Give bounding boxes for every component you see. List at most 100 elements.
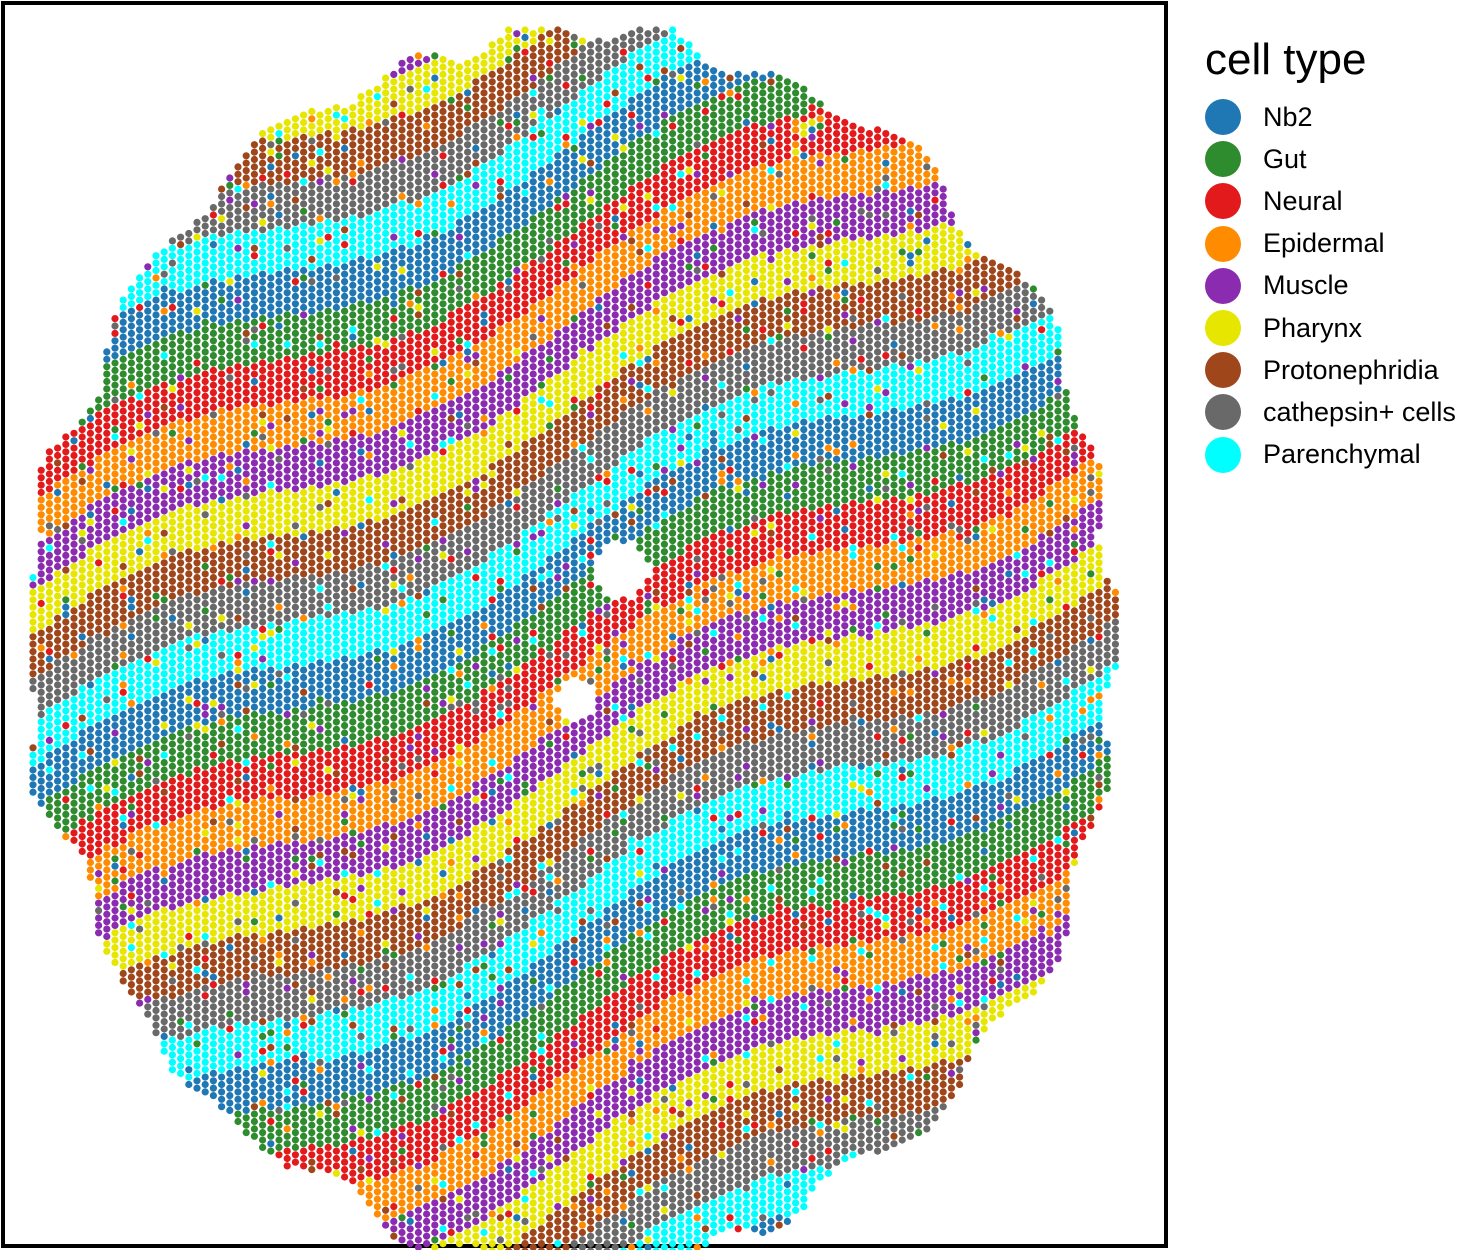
spot-point [275, 144, 283, 152]
spot-point [267, 222, 275, 230]
spot-point [152, 533, 160, 541]
spot-point [119, 681, 127, 689]
spot-point [226, 914, 234, 922]
spot-point [201, 503, 209, 511]
spot-point [234, 770, 242, 778]
spot-point [365, 940, 373, 948]
spot-point [349, 703, 357, 711]
spot-point [54, 755, 62, 763]
spot-point [275, 233, 283, 241]
spot-point [226, 958, 234, 967]
spot-point [242, 352, 250, 360]
spot-point [242, 537, 250, 545]
spot-point [242, 270, 250, 278]
spot-point [341, 692, 349, 700]
spot-point [275, 581, 283, 589]
spot-point [193, 855, 201, 863]
spot-point [373, 300, 381, 308]
spot-point [341, 1055, 349, 1063]
spot-point [308, 315, 316, 323]
spot-point [127, 433, 135, 441]
spot-point [234, 562, 242, 571]
spot-point [349, 585, 357, 593]
spot-point [234, 1058, 242, 1066]
spot-point [390, 337, 398, 345]
spot-point [78, 714, 86, 722]
spot-point [168, 622, 176, 630]
spot-point [316, 858, 324, 867]
spot-point [390, 507, 398, 515]
spot-point [103, 400, 111, 408]
spot-point [62, 588, 70, 597]
spot-point [324, 181, 332, 189]
spot-point [127, 751, 135, 759]
spot-point [111, 507, 119, 515]
spot-point [201, 585, 209, 593]
spot-point [365, 881, 373, 889]
spot-point [291, 936, 299, 944]
spot-point [193, 500, 201, 508]
spot-point [382, 355, 390, 363]
spot-point [365, 178, 373, 186]
spot-point [357, 470, 365, 478]
spot-point [316, 407, 324, 415]
spot-point [316, 725, 324, 733]
spot-point [193, 870, 201, 878]
spot-point [308, 107, 316, 115]
spot-point [185, 252, 193, 260]
spot-point [275, 189, 283, 197]
spot-point [365, 466, 373, 474]
spot-point [160, 951, 168, 959]
spot-point [275, 1040, 283, 1048]
spot-point [300, 873, 308, 881]
spot-point [365, 163, 373, 171]
spot-point [242, 788, 250, 796]
spot-point [349, 459, 357, 467]
spot-point [103, 784, 111, 793]
spot-point [201, 466, 209, 474]
spot-point [70, 444, 78, 452]
spot-point [70, 821, 78, 830]
spot-point [373, 396, 381, 404]
spot-point [177, 359, 185, 367]
spot-point [349, 1021, 357, 1029]
spot-point [201, 533, 209, 541]
spot-point [300, 740, 308, 748]
spot-point [185, 792, 193, 800]
spot-point [218, 340, 226, 349]
spot-point [111, 374, 119, 382]
spot-point [168, 414, 176, 423]
spot-point [365, 385, 373, 393]
spot-point [365, 118, 373, 127]
spot-point [275, 907, 283, 915]
spot-point [95, 714, 103, 722]
spot-point [267, 747, 275, 756]
spot-point [144, 455, 152, 463]
spot-point [349, 548, 357, 556]
spot-point [250, 1066, 258, 1074]
spot-point [291, 537, 299, 545]
spot-point [316, 992, 324, 1000]
spot-point [152, 784, 160, 793]
spot-point [234, 303, 242, 312]
spot-point [95, 529, 103, 537]
spot-point [242, 625, 250, 634]
spot-point [357, 625, 365, 634]
spot-point [308, 1018, 316, 1026]
spot-point [267, 673, 275, 682]
spot-point [300, 762, 308, 770]
spot-point [86, 562, 94, 571]
spot-point [160, 833, 168, 841]
spot-point [144, 514, 152, 523]
spot-point [152, 755, 160, 763]
spot-point [103, 466, 111, 474]
spot-point [111, 522, 119, 530]
spot-point [349, 955, 357, 963]
spot-point [283, 348, 291, 356]
spot-point [357, 300, 365, 308]
spot-point [300, 207, 308, 215]
spot-point [111, 500, 119, 508]
spot-point [29, 662, 37, 671]
spot-point [357, 640, 365, 648]
